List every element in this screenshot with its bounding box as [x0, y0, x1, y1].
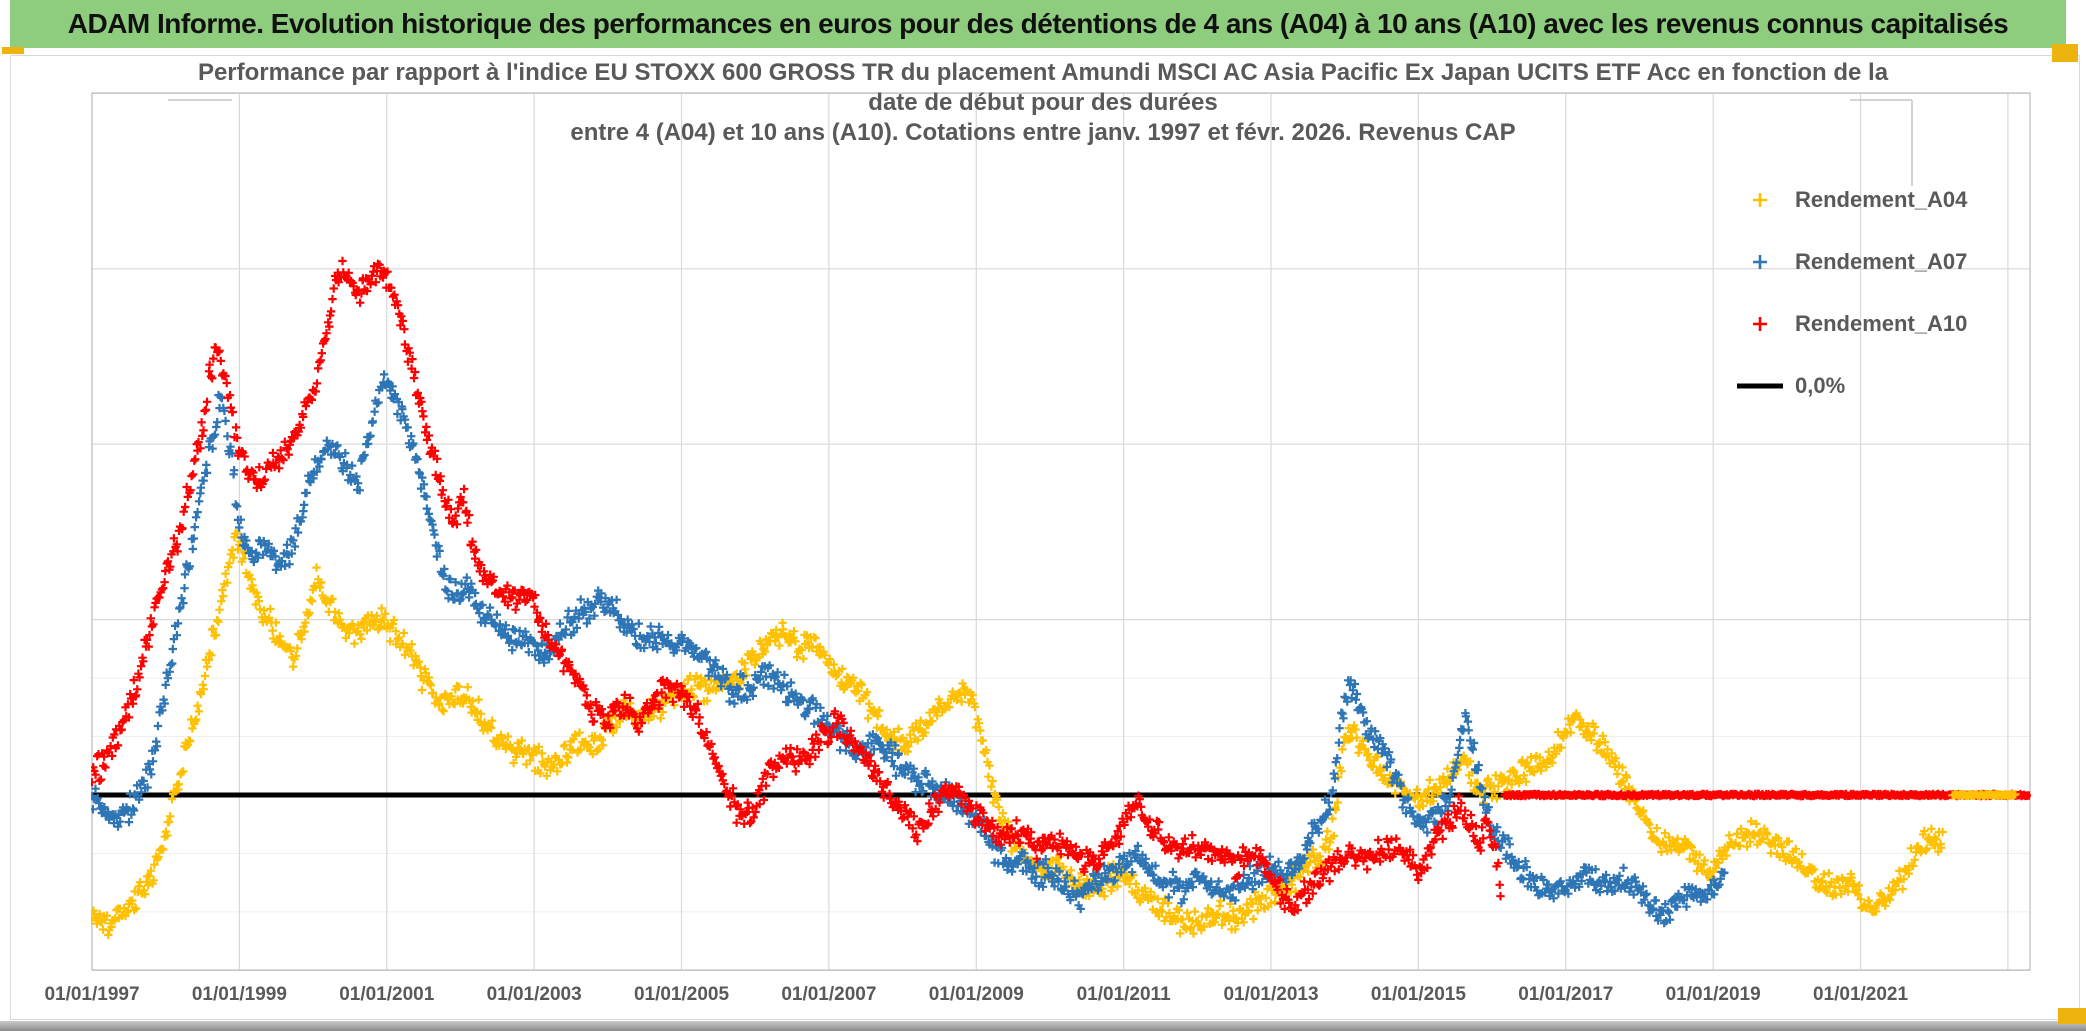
- legend-item-label: Rendement_A04: [1795, 187, 1968, 212]
- zero-tail-markers-a04: [1948, 789, 2020, 801]
- x-tick-label: 01/01/1999: [191, 984, 287, 1005]
- x-tick-label: 01/01/2005: [633, 984, 730, 1005]
- yellow-accent-bottom-right: [2058, 1008, 2086, 1024]
- x-tick-label: 01/01/2007: [781, 984, 877, 1005]
- legend-item-label: Rendement_A07: [1795, 249, 1968, 274]
- bottom-bar: [0, 1021, 2086, 1031]
- x-tick-label: 01/01/2019: [1665, 984, 1761, 1005]
- series-points-rendement_a04: [91, 529, 1947, 940]
- legend-item-label: 0,0%: [1795, 373, 1846, 398]
- x-tick-label: 01/01/2009: [928, 984, 1024, 1005]
- x-tick-label: 01/01/2003: [486, 984, 582, 1005]
- yellow-accent-top-right: [2052, 44, 2078, 62]
- x-tick-label: 01/01/1997: [44, 984, 140, 1005]
- chart-title-line-3: entre 4 (A04) et 10 ans (A10). Cotations…: [570, 119, 1516, 146]
- zero-line-legend-icon: [1737, 383, 1783, 389]
- x-tick-label: 01/01/2021: [1812, 984, 1909, 1005]
- x-tick-label: 01/01/2017: [1518, 984, 1614, 1005]
- x-tick-label: 01/01/2011: [1076, 984, 1171, 1005]
- plus-marker-icon: [1753, 255, 1767, 269]
- x-tick-label: 01/01/2013: [1223, 984, 1319, 1005]
- yellow-accent-top-left: [2, 47, 24, 54]
- plus-marker-icon: [1753, 317, 1767, 331]
- legend-item-rendement-a10[interactable]: Rendement_A10: [1735, 310, 1967, 338]
- title-connector-lines: [168, 99, 1913, 186]
- series-points-rendement_a07: [91, 370, 1729, 928]
- legend-item-rendement-a04[interactable]: Rendement_A04: [1735, 186, 1967, 214]
- banner: ADAM Informe. Evolution historique des p…: [10, 0, 2066, 48]
- legend: Rendement_A04 Rendement_A07 Rendement_A10 0…: [1735, 186, 1967, 400]
- series-points-rendement_a10: [91, 256, 1505, 917]
- plus-marker-icon: [1753, 193, 1767, 207]
- banner-title: ADAM Informe. Evolution historique des p…: [67, 8, 2009, 39]
- plot-border: [91, 92, 2031, 971]
- legend-item-label: Rendement_A10: [1795, 311, 1968, 336]
- chart-title-line-2: date de début pour des durées: [868, 89, 1218, 116]
- chart-title-line-1: Performance par rapport à l'indice EU ST…: [197, 59, 1889, 86]
- legend-item-rendement-a07[interactable]: Rendement_A07: [1735, 248, 1967, 276]
- x-tick-label: 01/01/2001: [339, 984, 435, 1005]
- x-tick-label: 01/01/2015: [1370, 984, 1466, 1005]
- chart-title: Performance par rapport à l'indice EU ST…: [150, 58, 1936, 148]
- legend-item-0-0-[interactable]: 0,0%: [1735, 372, 1967, 400]
